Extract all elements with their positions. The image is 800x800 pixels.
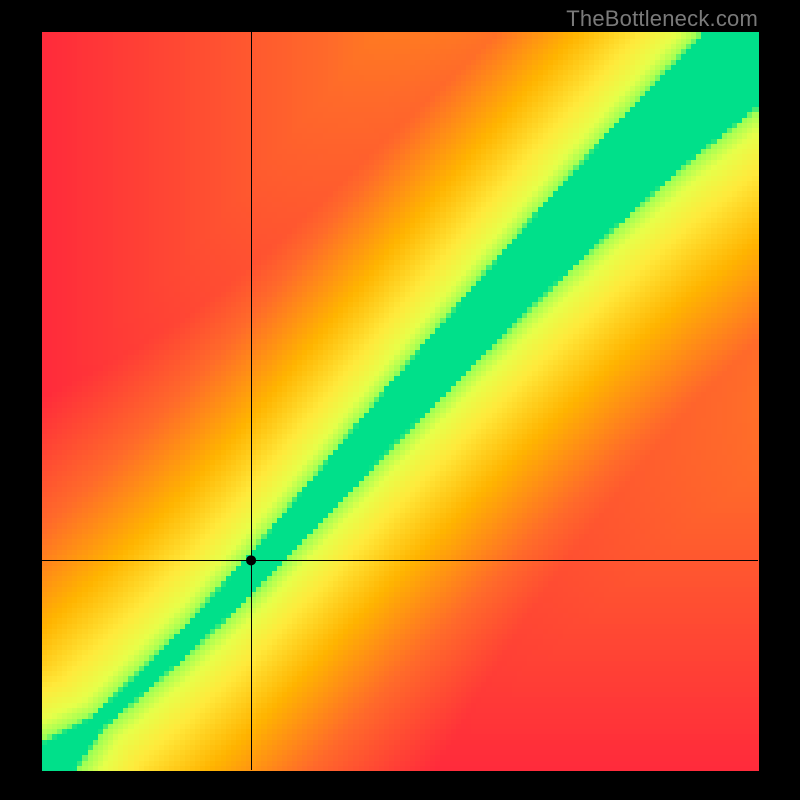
- chart-container: TheBottleneck.com: [0, 0, 800, 800]
- watermark: TheBottleneck.com: [566, 6, 758, 32]
- bottleneck-heatmap: [0, 0, 800, 800]
